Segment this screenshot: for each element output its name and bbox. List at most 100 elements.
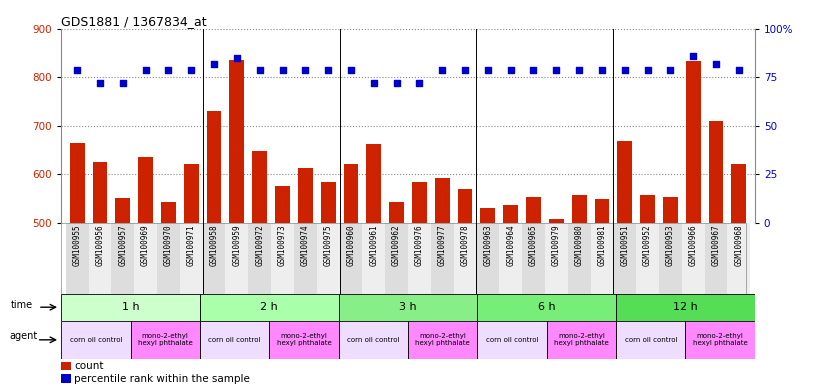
- Point: [459, 66, 472, 73]
- Text: GSM100971: GSM100971: [187, 225, 196, 266]
- Bar: [481, 208, 495, 223]
- Bar: [682, 223, 704, 294]
- Text: GSM100962: GSM100962: [392, 225, 401, 266]
- Bar: [225, 223, 248, 294]
- Text: count: count: [74, 361, 104, 371]
- Point: [481, 66, 494, 73]
- Text: corn oil control: corn oil control: [69, 337, 122, 343]
- Bar: [685, 61, 701, 223]
- Point: [116, 80, 129, 86]
- Bar: [200, 321, 269, 359]
- Bar: [663, 197, 678, 223]
- Text: agent: agent: [9, 331, 38, 341]
- Bar: [271, 223, 294, 294]
- Point: [436, 66, 449, 73]
- Point: [230, 55, 243, 61]
- Bar: [526, 197, 541, 223]
- Text: GSM100963: GSM100963: [483, 225, 492, 266]
- Bar: [61, 321, 131, 359]
- Bar: [161, 202, 176, 223]
- Bar: [477, 294, 616, 321]
- Bar: [708, 121, 724, 223]
- Bar: [61, 374, 71, 383]
- Bar: [477, 321, 547, 359]
- Text: GSM100967: GSM100967: [712, 225, 721, 266]
- Bar: [92, 162, 108, 223]
- Bar: [184, 164, 198, 223]
- Bar: [616, 321, 685, 359]
- Bar: [115, 199, 131, 223]
- Bar: [66, 223, 89, 294]
- Bar: [69, 143, 85, 223]
- Text: GSM100952: GSM100952: [643, 225, 652, 266]
- Bar: [206, 111, 221, 223]
- Bar: [408, 321, 477, 359]
- Text: percentile rank within the sample: percentile rank within the sample: [74, 374, 251, 384]
- Bar: [112, 223, 134, 294]
- Point: [344, 66, 357, 73]
- Bar: [61, 362, 71, 370]
- Point: [253, 66, 266, 73]
- Point: [390, 80, 403, 86]
- Text: GSM100969: GSM100969: [141, 225, 150, 266]
- Text: GSM100964: GSM100964: [506, 225, 515, 266]
- Point: [162, 66, 175, 73]
- Bar: [294, 223, 317, 294]
- Text: GSM100961: GSM100961: [370, 225, 379, 266]
- Text: GSM100978: GSM100978: [460, 225, 469, 266]
- Text: GSM100979: GSM100979: [552, 225, 561, 266]
- Point: [619, 66, 632, 73]
- Point: [184, 66, 197, 73]
- Bar: [454, 223, 477, 294]
- Text: GSM100955: GSM100955: [73, 225, 82, 266]
- Bar: [545, 223, 568, 294]
- Bar: [616, 294, 755, 321]
- Text: mono-2-ethyl
hexyl phthalate: mono-2-ethyl hexyl phthalate: [693, 333, 747, 346]
- Point: [139, 66, 152, 73]
- Text: GSM100953: GSM100953: [666, 225, 675, 266]
- Bar: [591, 223, 614, 294]
- Bar: [200, 294, 339, 321]
- Text: GSM100975: GSM100975: [324, 225, 333, 266]
- Bar: [431, 223, 454, 294]
- Text: GSM100968: GSM100968: [734, 225, 743, 266]
- Bar: [157, 223, 180, 294]
- Bar: [252, 151, 267, 223]
- Point: [641, 66, 654, 73]
- Text: GSM100976: GSM100976: [415, 225, 424, 266]
- Text: 2 h: 2 h: [260, 302, 278, 312]
- Text: GSM100951: GSM100951: [620, 225, 629, 266]
- Text: GSM100974: GSM100974: [301, 225, 310, 266]
- Bar: [389, 202, 404, 223]
- Text: 3 h: 3 h: [399, 302, 417, 312]
- Text: mono-2-ethyl
hexyl phthalate: mono-2-ethyl hexyl phthalate: [415, 333, 470, 346]
- Text: corn oil control: corn oil control: [624, 337, 677, 343]
- Point: [299, 66, 312, 73]
- Point: [367, 80, 380, 86]
- Bar: [321, 182, 335, 223]
- Point: [94, 80, 107, 86]
- Bar: [339, 294, 477, 321]
- Bar: [727, 223, 750, 294]
- Bar: [339, 321, 408, 359]
- Bar: [298, 169, 313, 223]
- Text: GSM100956: GSM100956: [95, 225, 104, 266]
- Text: 6 h: 6 h: [538, 302, 556, 312]
- Point: [527, 66, 540, 73]
- Bar: [595, 199, 610, 223]
- Bar: [636, 223, 659, 294]
- Bar: [229, 60, 244, 223]
- Point: [550, 66, 563, 73]
- Text: GSM100957: GSM100957: [118, 225, 127, 266]
- Bar: [659, 223, 682, 294]
- Bar: [549, 219, 564, 223]
- Bar: [269, 321, 339, 359]
- Point: [687, 53, 700, 59]
- Text: GSM100970: GSM100970: [164, 225, 173, 266]
- Point: [322, 66, 335, 73]
- Bar: [317, 223, 339, 294]
- Bar: [408, 223, 431, 294]
- Text: GSM100977: GSM100977: [437, 225, 446, 266]
- Bar: [704, 223, 727, 294]
- Bar: [412, 182, 427, 223]
